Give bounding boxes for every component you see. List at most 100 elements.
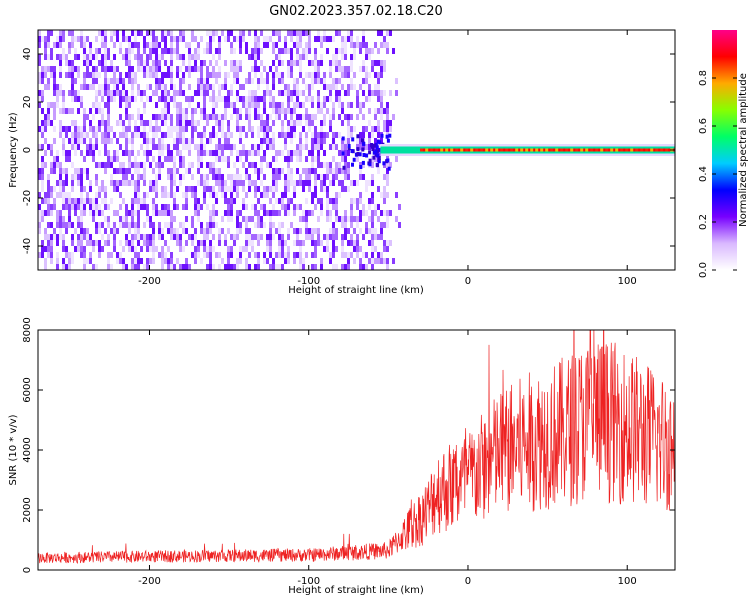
noise-cell — [200, 162, 203, 168]
colorbar-tick-label: 0.8 — [698, 70, 709, 86]
noise-cell — [269, 216, 272, 222]
noise-cell — [56, 210, 59, 216]
noise-cell — [281, 168, 284, 174]
noise-cell — [47, 144, 50, 150]
noise-cell — [377, 72, 380, 78]
noise-cell — [374, 246, 377, 252]
signal-cell — [580, 148, 584, 152]
noise-cell — [161, 114, 164, 120]
noise-cell — [41, 198, 44, 204]
noise-cell — [371, 264, 374, 270]
noise-cell — [203, 84, 206, 90]
noise-cell — [269, 210, 272, 216]
noise-cell — [161, 264, 164, 270]
noise-cell — [359, 66, 362, 72]
noise-cell — [365, 186, 368, 192]
noise-cell — [281, 90, 284, 96]
noise-cell — [170, 252, 173, 258]
noise-cell — [278, 54, 281, 60]
noise-cell — [176, 240, 179, 246]
noise-cell — [71, 84, 74, 90]
noise-cell — [152, 138, 155, 144]
noise-cell — [113, 234, 116, 240]
noise-cell — [161, 258, 164, 264]
noise-cell — [89, 204, 92, 210]
noise-cell — [275, 252, 278, 258]
noise-cell — [269, 222, 272, 228]
noise-cell — [359, 144, 362, 150]
noise-cell — [227, 210, 230, 216]
noise-cell — [182, 60, 185, 66]
noise-cell — [311, 84, 314, 90]
noise-cell — [200, 204, 203, 210]
noise-cell — [137, 222, 140, 228]
noise-cell — [356, 204, 359, 210]
noise-cell — [263, 132, 266, 138]
noise-cell — [167, 156, 170, 162]
noise-cell — [362, 144, 365, 150]
noise-cell — [257, 174, 260, 180]
noise-cell — [95, 132, 98, 138]
noise-cell — [185, 198, 188, 204]
noise-cell — [80, 222, 83, 228]
noise-cell — [260, 192, 263, 198]
noise-cell — [200, 138, 203, 144]
noise-cell — [344, 168, 347, 174]
noise-cell — [221, 114, 224, 120]
noise-cell — [359, 192, 362, 198]
noise-cell — [83, 72, 86, 78]
noise-cell — [128, 162, 131, 168]
noise-cell — [362, 36, 365, 42]
noise-cell — [371, 180, 374, 186]
noise-cell — [170, 114, 173, 120]
noise-cell — [323, 234, 326, 240]
noise-cell — [101, 36, 104, 42]
noise-cell — [98, 90, 101, 96]
noise-cell — [161, 192, 164, 198]
noise-cell — [86, 174, 89, 180]
noise-cell — [266, 84, 269, 90]
noise-cell — [257, 96, 260, 102]
noise-cell — [305, 96, 308, 102]
noise-cell — [155, 186, 158, 192]
noise-cell — [125, 96, 128, 102]
noise-cell — [344, 162, 347, 168]
noise-cell — [68, 204, 71, 210]
noise-cell — [395, 192, 398, 198]
noise-cell — [167, 150, 170, 156]
noise-cell — [287, 204, 290, 210]
noise-cell — [158, 234, 161, 240]
noise-cell — [173, 156, 176, 162]
noise-cell — [59, 180, 62, 186]
noise-cell — [38, 42, 41, 48]
noise-cell — [107, 126, 110, 132]
noise-cell — [230, 204, 233, 210]
noise-cell — [92, 216, 95, 222]
noise-cell — [233, 264, 236, 270]
noise-cell — [44, 84, 47, 90]
noise-cell — [101, 210, 104, 216]
noise-cell — [365, 96, 368, 102]
noise-cell — [143, 66, 146, 72]
noise-cell — [191, 30, 194, 36]
noise-cell — [266, 138, 269, 144]
noise-cell — [386, 120, 389, 126]
noise-cell — [326, 240, 329, 246]
noise-cell — [86, 168, 89, 174]
noise-cell — [263, 150, 266, 156]
noise-cell — [53, 90, 56, 96]
noise-cell — [83, 120, 86, 126]
noise-cell — [113, 150, 116, 156]
noise-cell — [320, 126, 323, 132]
noise-cell — [326, 132, 329, 138]
noise-cell — [194, 60, 197, 66]
noise-cell — [361, 138, 364, 143]
noise-cell — [50, 66, 53, 72]
noise-cell — [137, 186, 140, 192]
noise-cell — [167, 72, 170, 78]
noise-cell — [152, 210, 155, 216]
noise-cell — [134, 120, 137, 126]
noise-cell — [368, 204, 371, 210]
noise-cell — [119, 168, 122, 174]
noise-cell — [62, 48, 65, 54]
